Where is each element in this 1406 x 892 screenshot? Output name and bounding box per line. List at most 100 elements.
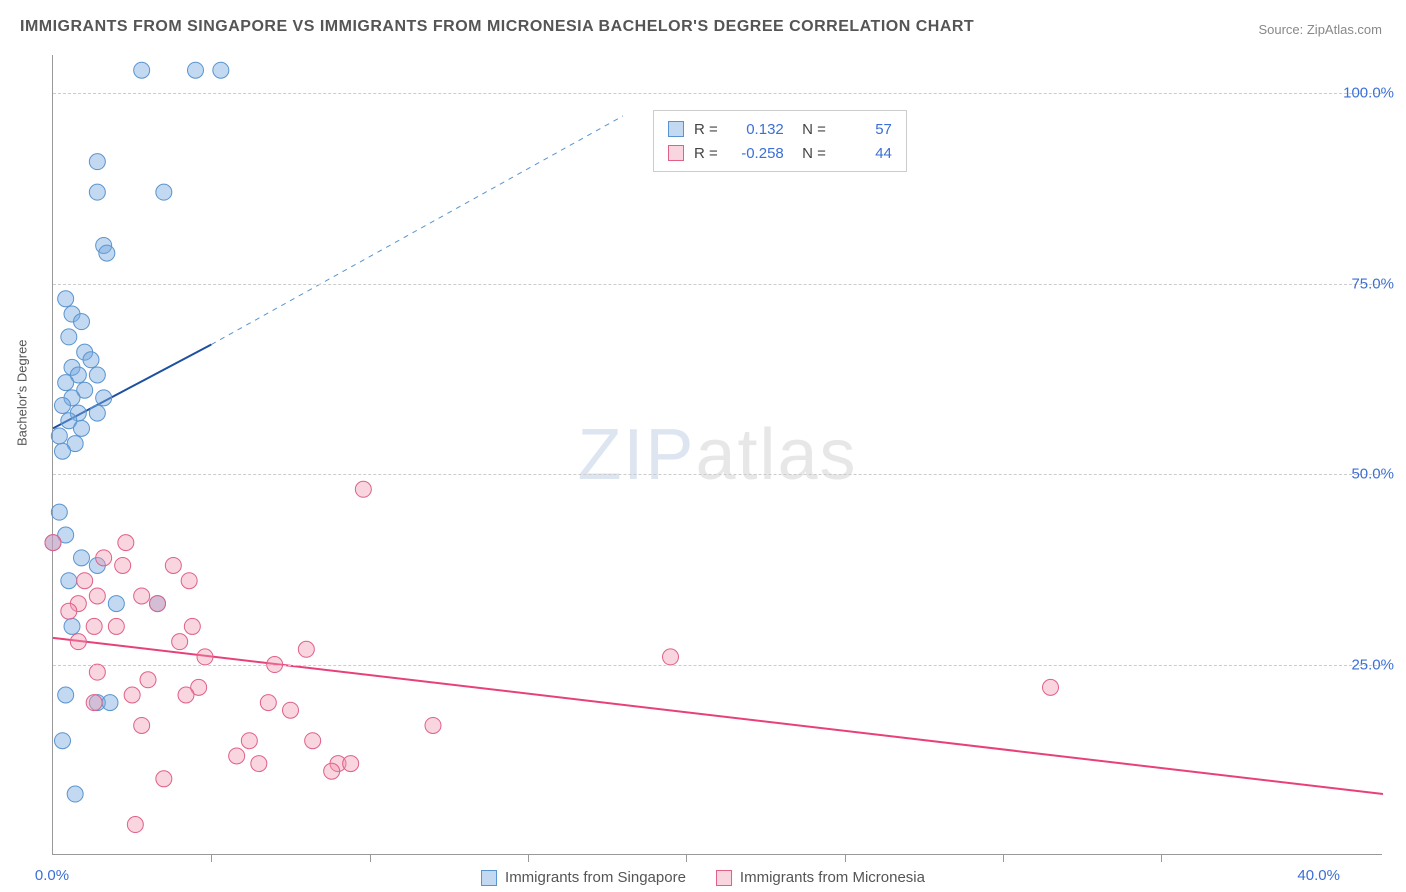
data-point — [181, 573, 197, 589]
correlation-chart: ZIPatlas R =0.132 N =57R =-0.258 N =44 — [52, 55, 1382, 855]
data-point — [343, 756, 359, 772]
data-point — [213, 62, 229, 78]
data-point — [55, 733, 71, 749]
data-point — [51, 504, 67, 520]
data-point — [108, 618, 124, 634]
legend-row: R = -0.258 N = 44 — [668, 141, 892, 165]
data-point — [165, 557, 181, 573]
data-point — [77, 573, 93, 589]
x-minor-tick — [211, 854, 212, 862]
n-value: 44 — [836, 145, 892, 162]
data-point — [89, 184, 105, 200]
data-point — [99, 245, 115, 261]
data-point — [156, 771, 172, 787]
stats-legend-box: R = 0.132 N = 57 R = -0.258 N = 44 — [653, 110, 907, 172]
data-point — [134, 62, 150, 78]
r-value: 0.132 — [728, 121, 784, 138]
data-point — [89, 154, 105, 170]
x-minor-tick — [686, 854, 687, 862]
legend-label: Immigrants from Micronesia — [740, 869, 925, 886]
data-point — [58, 375, 74, 391]
bottom-legend-item: Immigrants from Micronesia — [716, 869, 925, 886]
data-point — [58, 687, 74, 703]
data-point — [45, 535, 61, 551]
data-point — [55, 397, 71, 413]
data-point — [305, 733, 321, 749]
data-point — [1043, 679, 1059, 695]
data-point — [96, 550, 112, 566]
x-tick-label: 0.0% — [35, 867, 69, 884]
data-point — [96, 390, 112, 406]
bottom-legend: Immigrants from Singapore Immigrants from… — [481, 869, 925, 886]
data-point — [89, 367, 105, 383]
legend-swatch — [668, 145, 684, 161]
data-point — [89, 405, 105, 421]
data-point — [67, 786, 83, 802]
plot-svg — [53, 55, 1382, 854]
data-point — [251, 756, 267, 772]
data-point — [298, 641, 314, 657]
r-label: R = — [694, 145, 718, 162]
trend-line — [53, 638, 1383, 794]
data-point — [86, 695, 102, 711]
data-point — [55, 443, 71, 459]
data-point — [64, 618, 80, 634]
r-label: R = — [694, 121, 718, 138]
y-tick-label: 100.0% — [1343, 85, 1394, 102]
data-point — [156, 184, 172, 200]
legend-swatch — [668, 121, 684, 137]
y-tick-label: 25.0% — [1351, 656, 1394, 673]
y-tick-label: 75.0% — [1351, 275, 1394, 292]
data-point — [86, 618, 102, 634]
data-point — [134, 717, 150, 733]
data-point — [58, 291, 74, 307]
data-point — [61, 573, 77, 589]
data-point — [74, 420, 90, 436]
grid-line — [53, 474, 1382, 475]
data-point — [188, 62, 204, 78]
source-label: Source: — [1258, 22, 1306, 37]
data-point — [89, 588, 105, 604]
data-point — [127, 817, 143, 833]
data-point — [61, 329, 77, 345]
data-point — [283, 702, 299, 718]
n-value: 57 — [836, 121, 892, 138]
y-tick-label: 50.0% — [1351, 466, 1394, 483]
data-point — [355, 481, 371, 497]
data-point — [115, 557, 131, 573]
data-point — [74, 314, 90, 330]
legend-row: R = 0.132 N = 57 — [668, 117, 892, 141]
data-point — [102, 695, 118, 711]
data-point — [663, 649, 679, 665]
legend-swatch — [481, 870, 497, 886]
source-attribution: Source: ZipAtlas.com — [1258, 22, 1382, 37]
x-minor-tick — [528, 854, 529, 862]
data-point — [89, 664, 105, 680]
x-minor-tick — [1003, 854, 1004, 862]
grid-line — [53, 93, 1382, 94]
data-point — [241, 733, 257, 749]
data-point — [124, 687, 140, 703]
page-title: IMMIGRANTS FROM SINGAPORE VS IMMIGRANTS … — [20, 18, 974, 36]
data-point — [178, 687, 194, 703]
r-value: -0.258 — [728, 145, 784, 162]
data-point — [172, 634, 188, 650]
data-point — [197, 649, 213, 665]
data-point — [324, 763, 340, 779]
x-minor-tick — [1161, 854, 1162, 862]
data-point — [70, 634, 86, 650]
data-point — [74, 550, 90, 566]
n-label: N = — [794, 145, 826, 162]
data-point — [118, 535, 134, 551]
data-point — [108, 596, 124, 612]
data-point — [83, 352, 99, 368]
data-point — [51, 428, 67, 444]
data-point — [260, 695, 276, 711]
n-label: N = — [794, 121, 826, 138]
legend-label: Immigrants from Singapore — [505, 869, 686, 886]
data-point — [184, 618, 200, 634]
data-point — [134, 588, 150, 604]
y-axis-label: Bachelor's Degree — [15, 339, 30, 446]
data-point — [150, 596, 166, 612]
legend-swatch — [716, 870, 732, 886]
